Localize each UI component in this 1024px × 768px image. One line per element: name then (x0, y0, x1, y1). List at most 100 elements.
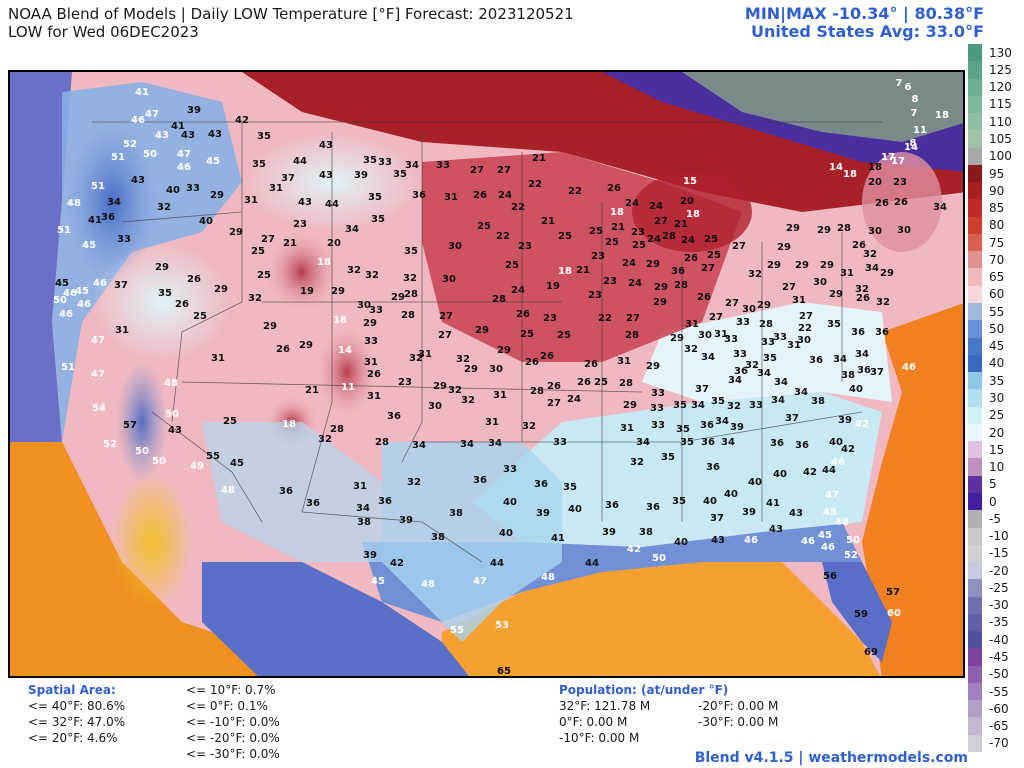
temperature-label: 30 (868, 226, 882, 237)
colorbar-swatch (968, 596, 982, 615)
temperature-label: 33 (553, 437, 567, 448)
great-basin-light (92, 242, 232, 362)
temperature-label: 27 (497, 165, 511, 176)
colorbar-label: -25 (989, 580, 1009, 595)
temperature-label: 33 (724, 334, 738, 345)
temperature-label: 27 (654, 216, 668, 227)
temperature-label: 32 (347, 265, 361, 276)
temperature-label: 43 (131, 175, 145, 186)
temperature-label: 30 (489, 364, 503, 375)
temperature-label: 29 (497, 345, 511, 356)
temperature-label: 25 (505, 260, 519, 271)
spatial-title: Spatial Area: (28, 683, 116, 697)
colorbar-label: 110 (989, 114, 1012, 129)
temperature-label: 29 (767, 260, 781, 271)
temperature-label: 28 (375, 437, 389, 448)
temperature-label: 23 (518, 241, 532, 252)
colorbar-swatch (968, 734, 982, 753)
rockies-cold-spot-1 (267, 232, 337, 312)
temperature-label: 28 (837, 223, 851, 234)
southeast-region (472, 392, 882, 547)
temperature-label: 45 (230, 458, 244, 469)
colorbar-swatch (968, 700, 982, 718)
temperature-label: 27 (709, 312, 723, 323)
temperature-label: 45 (82, 240, 96, 251)
temperature-label: 36 (809, 355, 823, 366)
us-average: United States Avg: 33.0°F (750, 22, 984, 41)
temperature-label: 25 (257, 270, 271, 281)
temperature-label: 34 (107, 197, 121, 208)
colorbar-swatch (968, 285, 982, 304)
temperature-label: 32 (748, 269, 762, 280)
temperature-label: 25 (477, 221, 491, 232)
temperature-label: 40 (166, 185, 180, 196)
temperature-label: 14 (829, 162, 843, 173)
temperature-label: 29 (829, 289, 843, 300)
colorbar-swatch (968, 389, 982, 408)
temperature-label: 23 (591, 251, 605, 262)
temperature-label: 51 (91, 181, 105, 192)
temperature-label: 36 (534, 479, 548, 490)
temperature-label: 32 (403, 273, 417, 284)
colorbar-label: 90 (989, 183, 1005, 198)
temperature-label: 39 (363, 550, 377, 561)
temperature-label: 33 (369, 305, 383, 316)
temperature-label: 45 (371, 576, 385, 587)
temperature-label: 45 (55, 278, 69, 289)
temperature-label: 26 (175, 299, 189, 310)
hudson-bay-grey (682, 72, 963, 142)
temperature-label: 35 (711, 396, 725, 407)
temperature-label: 50 (652, 553, 666, 564)
temperature-label: 26 (473, 190, 487, 201)
population-row-4: -30°F: 0.00 M (698, 715, 779, 729)
colorbar-label: 105 (989, 131, 1012, 146)
temperature-label: 48 (541, 572, 555, 583)
temperature-label: 46 (77, 299, 91, 310)
temperature-label: 21 (541, 216, 555, 227)
temperature-label: 69 (864, 647, 878, 658)
temperature-label: 33 (364, 336, 378, 347)
temperature-label: 29 (646, 259, 660, 270)
temperature-label: 40 (703, 496, 717, 507)
temperature-label: 34 (728, 375, 742, 386)
temperature-label: 34 (691, 400, 705, 411)
temperature-label: 46 (902, 362, 916, 373)
temperature-label: 36 (875, 327, 889, 338)
temperature-label: 35 (252, 159, 266, 170)
temperature-label: 20 (680, 196, 694, 207)
temperature-label: 26 (852, 240, 866, 251)
colorbar-label: 20 (989, 425, 1005, 440)
temperature-label: 11 (913, 125, 927, 136)
minmax-readout: MIN|MAX -10.34° | 80.38°F (744, 4, 984, 23)
colorbar-swatch (968, 251, 982, 269)
temperature-label: 35 (393, 169, 407, 180)
temperature-label: 47 (91, 369, 105, 380)
temperature-label: 28 (530, 386, 544, 397)
title-line-2: LOW for Wed 06DEC2023 (8, 23, 199, 41)
colorbar-label: 70 (989, 252, 1005, 267)
temperature-label: 32 (855, 284, 869, 295)
temperature-label: 43 (789, 508, 803, 519)
temperature-label: 36 (706, 462, 720, 473)
temperature-label: 32 (863, 249, 877, 260)
temperature-label: 22 (496, 231, 510, 242)
temperature-label: 38 (639, 527, 653, 538)
temperature-label: 29 (817, 225, 831, 236)
temperature-label: 20 (327, 238, 341, 249)
temperature-label: 34 (412, 440, 426, 451)
temperature-label: 27 (261, 234, 275, 245)
colorbar-swatch (968, 147, 982, 166)
temperature-label: 33 (436, 160, 450, 171)
temperature-label: 35 (763, 353, 777, 364)
temperature-label: 34 (715, 416, 729, 427)
colorbar-swatch (968, 61, 982, 80)
temperature-label: 8 (912, 94, 919, 105)
temperature-label: 32 (448, 385, 462, 396)
temperature-label: 26 (577, 377, 591, 388)
temperature-label: 40 (674, 537, 688, 548)
temperature-label: 22 (568, 186, 582, 197)
temperature-label: 32 (684, 344, 698, 355)
temperature-label: 29 (880, 268, 894, 279)
temperature-label: 38 (357, 517, 371, 528)
colorbar-swatch (968, 233, 982, 252)
